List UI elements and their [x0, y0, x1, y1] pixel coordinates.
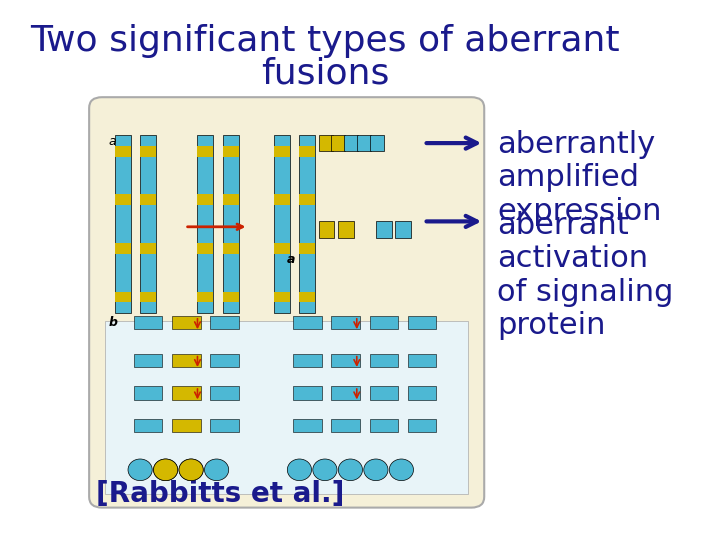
Bar — [114, 146, 130, 157]
Ellipse shape — [204, 459, 229, 481]
Bar — [114, 292, 130, 302]
Bar — [331, 354, 360, 367]
Ellipse shape — [312, 459, 337, 481]
Bar — [300, 292, 315, 302]
Bar — [140, 146, 156, 157]
Bar — [369, 386, 398, 400]
Bar — [274, 146, 290, 157]
Ellipse shape — [153, 459, 178, 481]
Bar — [274, 194, 290, 205]
Bar — [369, 316, 398, 329]
Bar — [331, 135, 346, 151]
Ellipse shape — [390, 459, 413, 481]
Bar — [197, 194, 213, 205]
Bar — [172, 386, 201, 400]
Text: b: b — [108, 316, 117, 329]
Bar — [357, 135, 371, 151]
Bar — [134, 386, 163, 400]
Text: a: a — [108, 135, 116, 148]
Bar — [223, 135, 239, 313]
Bar — [344, 135, 358, 151]
Bar — [197, 243, 213, 254]
Bar — [274, 292, 290, 302]
Text: aberrant
activation
of signaling
protein: aberrant activation of signaling protein — [497, 211, 673, 340]
Text: Two significant types of aberrant: Two significant types of aberrant — [30, 24, 620, 58]
Bar — [369, 135, 384, 151]
Ellipse shape — [153, 459, 178, 481]
Bar — [134, 354, 163, 367]
Bar — [376, 221, 392, 238]
Text: a: a — [287, 253, 295, 266]
Bar — [408, 386, 436, 400]
Bar — [331, 316, 360, 329]
Bar — [114, 243, 130, 254]
Bar — [134, 316, 163, 329]
Bar — [338, 221, 354, 238]
Text: aberrantly
amplified
expression: aberrantly amplified expression — [497, 130, 662, 226]
Ellipse shape — [179, 459, 203, 481]
Bar — [223, 243, 239, 254]
Bar — [408, 316, 436, 329]
Bar — [223, 194, 239, 205]
Bar — [140, 135, 156, 313]
Bar — [318, 221, 335, 238]
Bar — [300, 243, 315, 254]
Bar — [210, 316, 239, 329]
Bar — [318, 135, 333, 151]
Bar — [140, 243, 156, 254]
Bar — [172, 418, 201, 432]
Bar — [300, 194, 315, 205]
Bar — [293, 386, 322, 400]
Ellipse shape — [287, 459, 312, 481]
Bar — [274, 135, 290, 313]
Bar — [210, 418, 239, 432]
Bar — [293, 316, 322, 329]
Bar — [293, 354, 322, 367]
Bar — [300, 135, 315, 313]
Ellipse shape — [128, 459, 152, 481]
Bar — [114, 194, 130, 205]
Text: fusions: fusions — [261, 57, 389, 91]
Ellipse shape — [364, 459, 388, 481]
Bar — [408, 354, 436, 367]
Bar — [300, 146, 315, 157]
Bar — [369, 354, 398, 367]
Bar — [223, 146, 239, 157]
Bar — [140, 292, 156, 302]
Bar — [105, 321, 468, 494]
Bar — [210, 386, 239, 400]
Bar — [140, 194, 156, 205]
Bar — [395, 221, 411, 238]
Bar — [210, 354, 239, 367]
Bar — [293, 418, 322, 432]
Bar — [331, 386, 360, 400]
Bar — [172, 316, 201, 329]
Bar — [172, 354, 201, 367]
FancyBboxPatch shape — [89, 97, 485, 508]
Bar — [197, 292, 213, 302]
Ellipse shape — [179, 459, 203, 481]
Bar — [197, 146, 213, 157]
Bar — [408, 418, 436, 432]
Text: [Rabbitts et al.]: [Rabbitts et al.] — [96, 480, 344, 508]
Bar — [197, 135, 213, 313]
Ellipse shape — [338, 459, 362, 481]
Bar — [134, 418, 163, 432]
Bar — [369, 418, 398, 432]
Bar — [331, 418, 360, 432]
Bar — [274, 243, 290, 254]
Bar — [114, 135, 130, 313]
Bar — [223, 292, 239, 302]
